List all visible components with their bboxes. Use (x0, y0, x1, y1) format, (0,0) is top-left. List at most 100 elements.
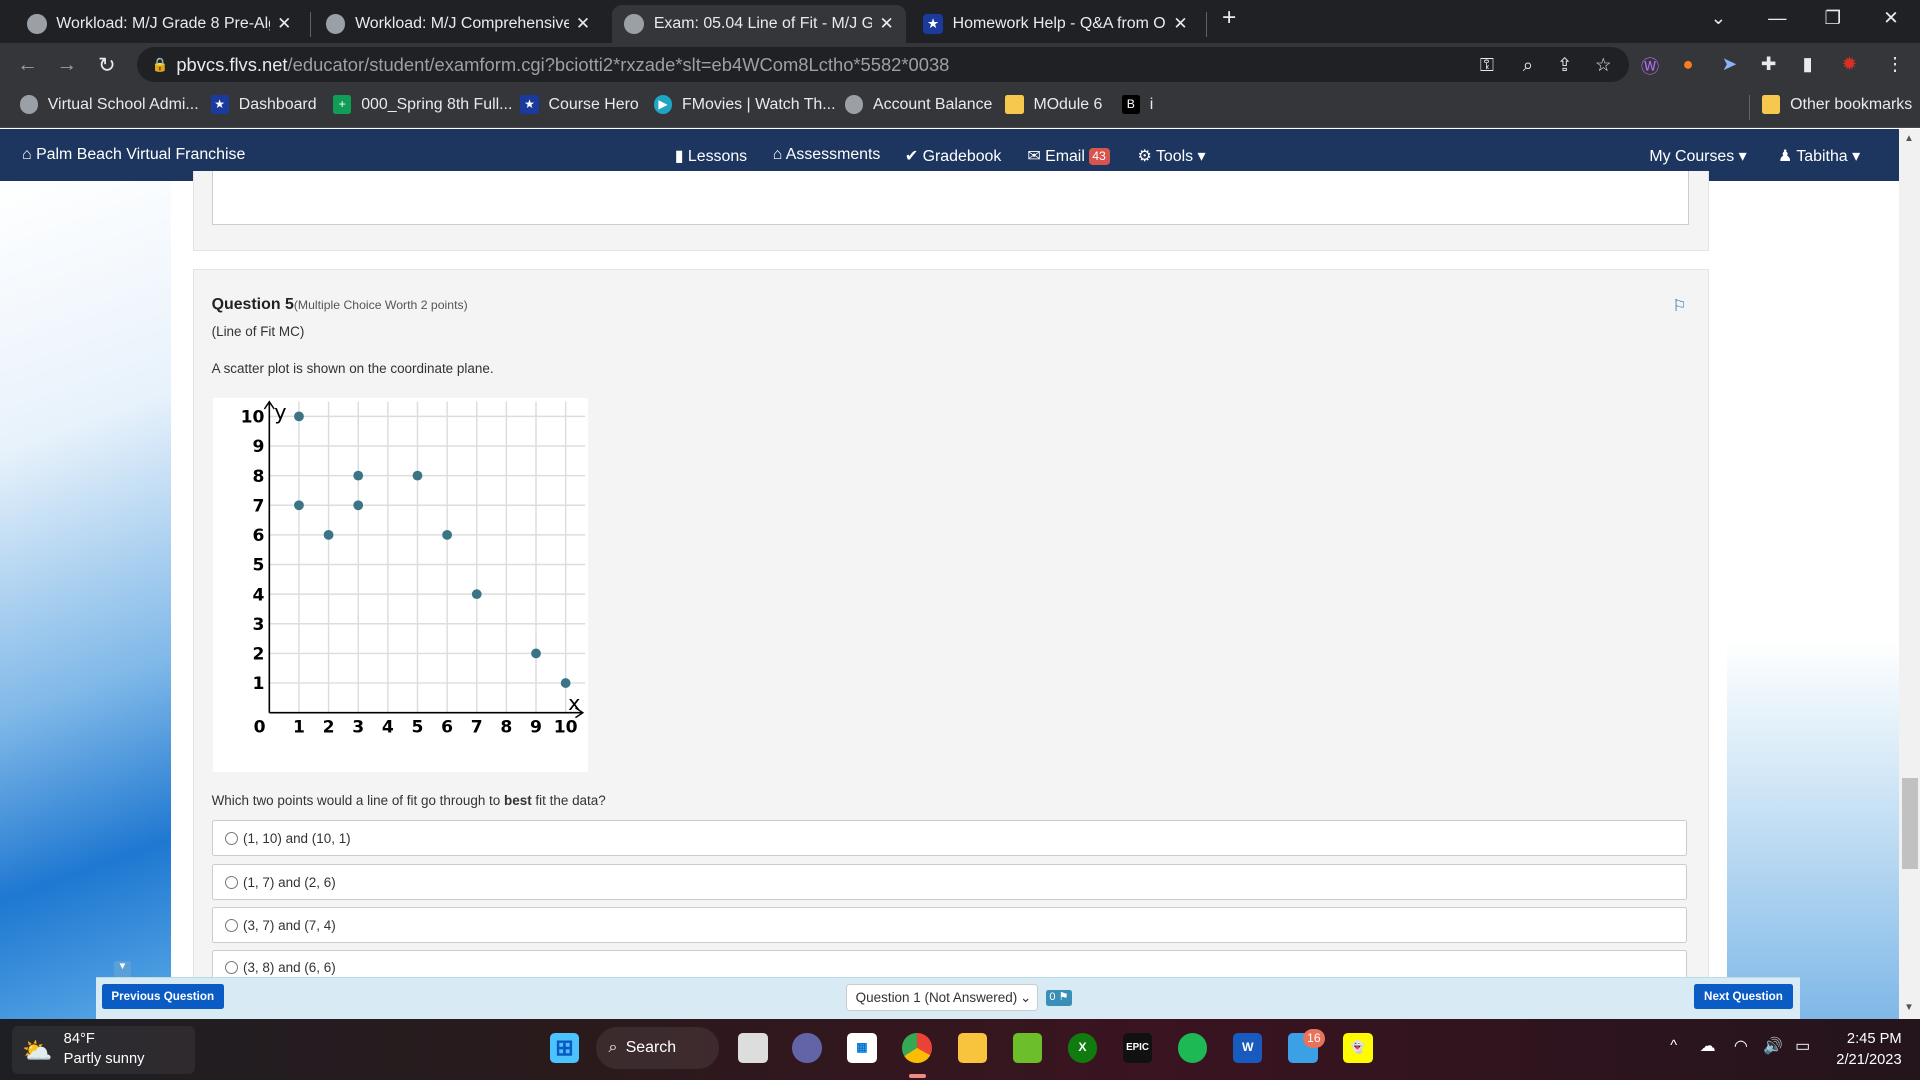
bookmark-item[interactable]: ▶ FMovies | Watch Th... (653, 95, 836, 114)
close-icon[interactable]: ✕ (1173, 13, 1188, 34)
radio-button[interactable] (225, 918, 239, 932)
scroll-down-icon[interactable]: ▼ (1904, 1001, 1914, 1013)
epic-games-icon[interactable]: EPIC (1122, 1033, 1153, 1063)
question-prompt: Which two points would a line of fit go … (211, 793, 606, 809)
star-icon: ★ (210, 95, 229, 114)
tab-workload-science[interactable]: Workload: M/J Comprehensive Science✕ (313, 5, 602, 43)
zoom-icon[interactable]: ⌕ (1522, 53, 1534, 75)
data-point (530, 648, 541, 659)
minecraft-icon[interactable] (1012, 1033, 1043, 1063)
start-windows-icon[interactable]: ⊞ (549, 1033, 580, 1063)
scrollbar-thumb[interactable] (1901, 777, 1918, 870)
minimize-button[interactable]: — (1768, 7, 1787, 29)
task-view-icon[interactable] (738, 1033, 768, 1063)
nav-tools[interactable]: ⚙ Tools ▾ (1137, 147, 1206, 165)
extension-cursor-icon[interactable]: ➤ (1721, 52, 1738, 74)
extension-w-icon[interactable]: Ⓦ (1640, 55, 1660, 77)
scroll-up-icon[interactable]: ▲ (1904, 133, 1914, 145)
clock-date[interactable]: 2/21/2023 (1836, 1051, 1902, 1068)
play-icon: ▶ (653, 95, 673, 114)
tab-search-icon[interactable]: ⌄ (1710, 7, 1726, 29)
extensions-puzzle-icon[interactable]: ✚ (1760, 52, 1777, 74)
reload-icon[interactable]: ↻ (97, 53, 116, 77)
bookmark-item[interactable]: ★ Course Hero (520, 95, 639, 114)
x-axis-arrow (574, 706, 584, 718)
extension-fire-icon[interactable]: ● (1682, 52, 1694, 74)
restore-button[interactable]: ❐ (1824, 7, 1841, 29)
page-scrollbar[interactable]: ▲ ▼ (1899, 128, 1920, 1019)
weather-widget[interactable]: ⛅ 84°F Partly sunny (12, 1026, 195, 1074)
onedrive-icon[interactable]: ☁ (1699, 1037, 1716, 1055)
star-shield-icon: ★ (923, 14, 943, 34)
data-point (412, 470, 423, 481)
question-navigation-bar: Previous Question Question 1 (Not Answer… (95, 977, 1800, 1020)
close-icon[interactable]: ✕ (277, 13, 292, 34)
xbox-icon[interactable]: X (1067, 1033, 1098, 1063)
bookmark-item[interactable]: Virtual School Admi... (19, 95, 199, 114)
radio-button[interactable] (225, 831, 239, 845)
x-axis-label: x (568, 691, 580, 715)
side-panel-icon[interactable]: ▮ (1802, 52, 1813, 74)
nav-lessons[interactable]: ▮ Lessons (674, 147, 748, 165)
microsoft-store-icon[interactable]: ▦ (847, 1033, 877, 1063)
tab-workload-prealgebra[interactable]: Workload: M/J Grade 8 Pre-Algebra✕ (15, 5, 304, 43)
collapse-toggle-icon[interactable]: ▼ (113, 961, 132, 978)
tab-exam-active[interactable]: Exam: 05.04 Line of Fit - M/J Grade✕ (612, 4, 907, 43)
bookmark-item[interactable]: +000_Spring 8th Full... (333, 95, 512, 114)
nav-email[interactable]: ✉ Email 43 (1027, 146, 1110, 166)
close-window-button[interactable]: ✕ (1883, 7, 1899, 29)
user-menu[interactable]: ♟ Tabitha ▾ (1777, 147, 1861, 165)
next-question-button[interactable]: Next Question (1694, 984, 1793, 1009)
answer-option-c[interactable]: (3, 7) and (7, 4) (211, 907, 1688, 943)
question-select[interactable]: Question 1 (Not Answered) ⌄ (846, 984, 1039, 1012)
bookmark-star-icon[interactable]: ☆ (1594, 53, 1612, 75)
tab-homework-help[interactable]: ★Homework Help - Q&A from Online✕ (911, 5, 1200, 43)
brand-link[interactable]: ⌂ Palm Beach Virtual Franchise (22, 145, 246, 163)
data-point (353, 470, 363, 481)
snapchat-icon[interactable]: 👻 (1343, 1033, 1373, 1063)
bookmarks-bar: Virtual School Admi... ★ Dashboard +000_S… (0, 85, 1920, 129)
key-icon[interactable]: ⚿ (1479, 53, 1494, 75)
clock-time[interactable]: 2:45 PM (1846, 1031, 1902, 1047)
close-icon[interactable]: ✕ (575, 13, 591, 34)
answer-option-b[interactable]: (1, 7) and (2, 6) (211, 864, 1688, 900)
x-tick-label: 2 (322, 717, 334, 737)
bookmark-folder[interactable]: MOdule 6 (1005, 95, 1102, 114)
previous-question-button[interactable]: Previous Question (101, 984, 224, 1009)
chrome-icon[interactable] (902, 1033, 932, 1063)
radio-button[interactable] (225, 961, 239, 975)
flagged-count-badge[interactable]: 0 ⚑ (1045, 990, 1073, 1007)
new-tab-button[interactable]: + (1222, 3, 1237, 31)
flag-icon[interactable]: ⚐ (1672, 298, 1687, 316)
nav-assessments[interactable]: ⌂ Assessments (772, 145, 881, 163)
chevron-up-icon[interactable]: ^ (1670, 1038, 1678, 1055)
url-input[interactable]: 🔒 pbvcs.flvs.net/educator/student/examfo… (137, 46, 1629, 83)
close-icon[interactable]: ✕ (879, 13, 894, 34)
bookmark-item[interactable]: Account Balance (844, 95, 992, 114)
volume-icon[interactable]: 🔊 (1763, 1037, 1784, 1055)
battery-icon[interactable]: ▭ (1795, 1037, 1811, 1055)
taskbar-search[interactable]: ⌕ Search (596, 1027, 719, 1069)
file-explorer-icon[interactable] (957, 1033, 987, 1063)
check-icon: ✔ (904, 147, 919, 165)
radio-button[interactable] (225, 875, 239, 889)
answer-option-a[interactable]: (1, 10) and (10, 1) (211, 820, 1688, 856)
nav-gradebook[interactable]: ✔ Gradebook (904, 147, 1002, 165)
chevron-down-icon: ⌄ (1019, 989, 1032, 1005)
back-icon[interactable]: ← (17, 52, 38, 76)
teams-chat-icon[interactable] (792, 1033, 822, 1063)
my-courses-dropdown[interactable]: My Courses ▾ (1649, 147, 1747, 165)
forward-icon[interactable]: → (56, 52, 78, 76)
wifi-icon[interactable]: ◠ (1733, 1037, 1748, 1055)
spotify-icon[interactable] (1177, 1033, 1208, 1063)
word-icon[interactable]: W (1233, 1033, 1263, 1063)
globe-icon (325, 14, 346, 34)
bookmark-item[interactable]: ★ Dashboard (210, 95, 317, 114)
other-bookmarks[interactable]: Other bookmarks (1762, 95, 1912, 114)
envelope-icon: ✉ (1027, 147, 1041, 165)
menu-icon[interactable]: ⋮ (1885, 52, 1905, 74)
share-icon[interactable]: ⇪ (1556, 53, 1573, 75)
x-tick-label: 9 (530, 717, 542, 737)
profile-avatar[interactable]: ✹ (1841, 52, 1858, 74)
